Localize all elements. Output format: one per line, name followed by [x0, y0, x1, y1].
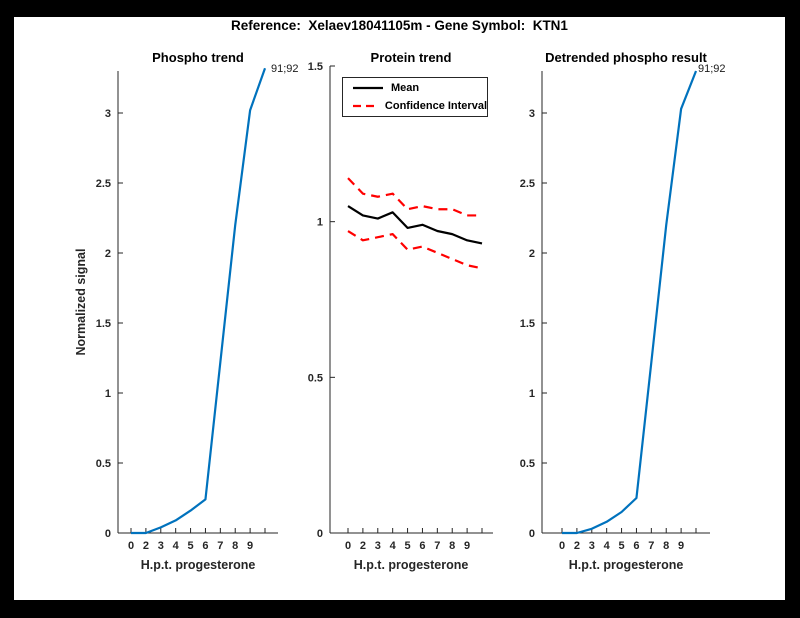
y-tick-label: 0.5	[520, 458, 535, 470]
x-tick-label: 3	[589, 540, 595, 552]
legend-mean-line-icon	[353, 86, 383, 90]
x-tick-label: 7	[217, 540, 223, 552]
x-tick-label: 9	[247, 540, 253, 552]
series-line-phospho-signal	[131, 67, 267, 535]
plot-title-phospho: Phospho trend	[152, 50, 244, 65]
plot-title-detrended: Detrended phospho result	[545, 50, 707, 65]
legend: Mean Confidence Interval	[342, 77, 488, 117]
y-tick-label: 2	[105, 248, 111, 260]
x-tick-label: 6	[202, 540, 208, 552]
legend-row-mean: Mean	[352, 80, 487, 96]
x-tick-label: 2	[143, 540, 149, 552]
x-axis-label-detrended: H.p.t. progesterone	[568, 558, 684, 572]
legend-label-ci: Confidence Interval	[384, 100, 487, 112]
x-tick-label: 5	[618, 540, 624, 552]
x-tick-label: 2	[360, 540, 366, 552]
y-tick-label: 0	[529, 528, 535, 540]
y-tick-label: 1	[529, 388, 535, 400]
x-tick-label: 6	[633, 540, 639, 552]
x-tick-label: 8	[663, 540, 669, 552]
figure-super-title: Reference: Xelaev18041105m - Gene Symbol…	[231, 18, 568, 33]
x-tick-label: 9	[678, 540, 684, 552]
legend-row-ci: Confidence Interval	[352, 98, 487, 114]
y-tick-label: 0	[105, 528, 111, 540]
chart-phospho-trend: 0 2 3 4 5 6 7 8 900.511.522.53	[96, 67, 278, 552]
y-tick-label: 0.5	[308, 372, 323, 384]
x-tick-label: 6	[419, 540, 425, 552]
plot-title-protein: Protein trend	[370, 50, 452, 65]
figure-canvas: Reference: Xelaev18041105m - Gene Symbol…	[14, 17, 785, 600]
x-tick-label: 9	[464, 540, 470, 552]
annotation-phospho-sites: 91;92	[271, 63, 299, 75]
y-tick-label: 1.5	[96, 318, 111, 330]
series-line-mean	[347, 205, 483, 245]
x-tick-label: 4	[173, 540, 180, 552]
y-tick-label: 1.5	[520, 318, 535, 330]
y-tick-label: 1	[105, 388, 111, 400]
annotation-detrended-sites: 91;92	[698, 63, 726, 75]
x-tick-label: 5	[187, 540, 193, 552]
chart-detrended-phospho: 0 2 3 4 5 6 7 8 900.511.522.53	[520, 70, 710, 552]
legend-ci-line-icon	[353, 104, 378, 108]
x-axis-label-protein: H.p.t. progesterone	[353, 558, 469, 572]
series-line-ci-lower	[347, 230, 483, 270]
y-tick-label: 0.5	[96, 458, 111, 470]
chart-protein-trend: 0 2 3 4 5 6 7 8 900.511.5	[308, 61, 493, 552]
series-line-ci-upper	[347, 177, 483, 217]
x-axis-label-phospho: H.p.t. progesterone	[140, 558, 256, 572]
legend-label-mean: Mean	[391, 82, 420, 94]
x-tick-label: 0	[128, 540, 134, 552]
x-tick-label: 0	[559, 540, 565, 552]
y-axis-label: Normalized signal	[74, 248, 88, 356]
x-tick-label: 3	[158, 540, 164, 552]
x-tick-label: 4	[604, 540, 611, 552]
y-tick-label: 1.5	[308, 61, 323, 73]
x-tick-label: 4	[390, 540, 397, 552]
x-tick-label: 2	[574, 540, 580, 552]
x-tick-label: 8	[232, 540, 238, 552]
series-line-detrended-phospho-signal	[562, 70, 698, 535]
y-tick-label: 0	[317, 528, 323, 540]
y-tick-label: 2	[529, 248, 535, 260]
x-tick-label: 0	[345, 540, 351, 552]
y-tick-label: 2.5	[520, 178, 535, 190]
y-tick-label: 1	[317, 217, 323, 229]
x-tick-label: 8	[449, 540, 455, 552]
x-tick-label: 5	[404, 540, 410, 552]
y-tick-label: 2.5	[96, 178, 111, 190]
x-tick-label: 7	[434, 540, 440, 552]
y-tick-label: 3	[105, 108, 111, 120]
x-tick-label: 7	[648, 540, 654, 552]
y-tick-label: 3	[529, 108, 535, 120]
x-tick-label: 3	[375, 540, 381, 552]
